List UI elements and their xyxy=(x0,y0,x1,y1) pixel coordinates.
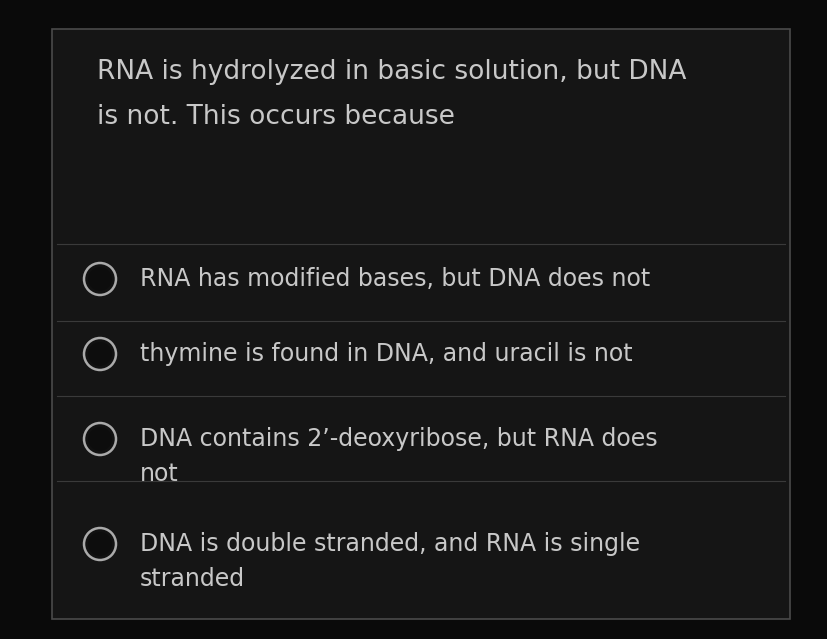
FancyBboxPatch shape xyxy=(52,29,789,619)
Circle shape xyxy=(84,528,116,560)
Text: DNA contains 2’-deoxyribose, but RNA does
not: DNA contains 2’-deoxyribose, but RNA doe… xyxy=(140,427,657,486)
Text: is not. This occurs because: is not. This occurs because xyxy=(97,104,454,130)
Circle shape xyxy=(84,338,116,370)
Text: RNA has modified bases, but DNA does not: RNA has modified bases, but DNA does not xyxy=(140,267,649,291)
Circle shape xyxy=(88,532,112,556)
Circle shape xyxy=(88,267,112,291)
Circle shape xyxy=(84,423,116,455)
Circle shape xyxy=(88,342,112,366)
Circle shape xyxy=(88,427,112,451)
Circle shape xyxy=(84,263,116,295)
Text: RNA is hydrolyzed in basic solution, but DNA: RNA is hydrolyzed in basic solution, but… xyxy=(97,59,686,85)
Text: DNA is double stranded, and RNA is single
stranded: DNA is double stranded, and RNA is singl… xyxy=(140,532,639,592)
Text: thymine is found in DNA, and uracil is not: thymine is found in DNA, and uracil is n… xyxy=(140,342,632,366)
